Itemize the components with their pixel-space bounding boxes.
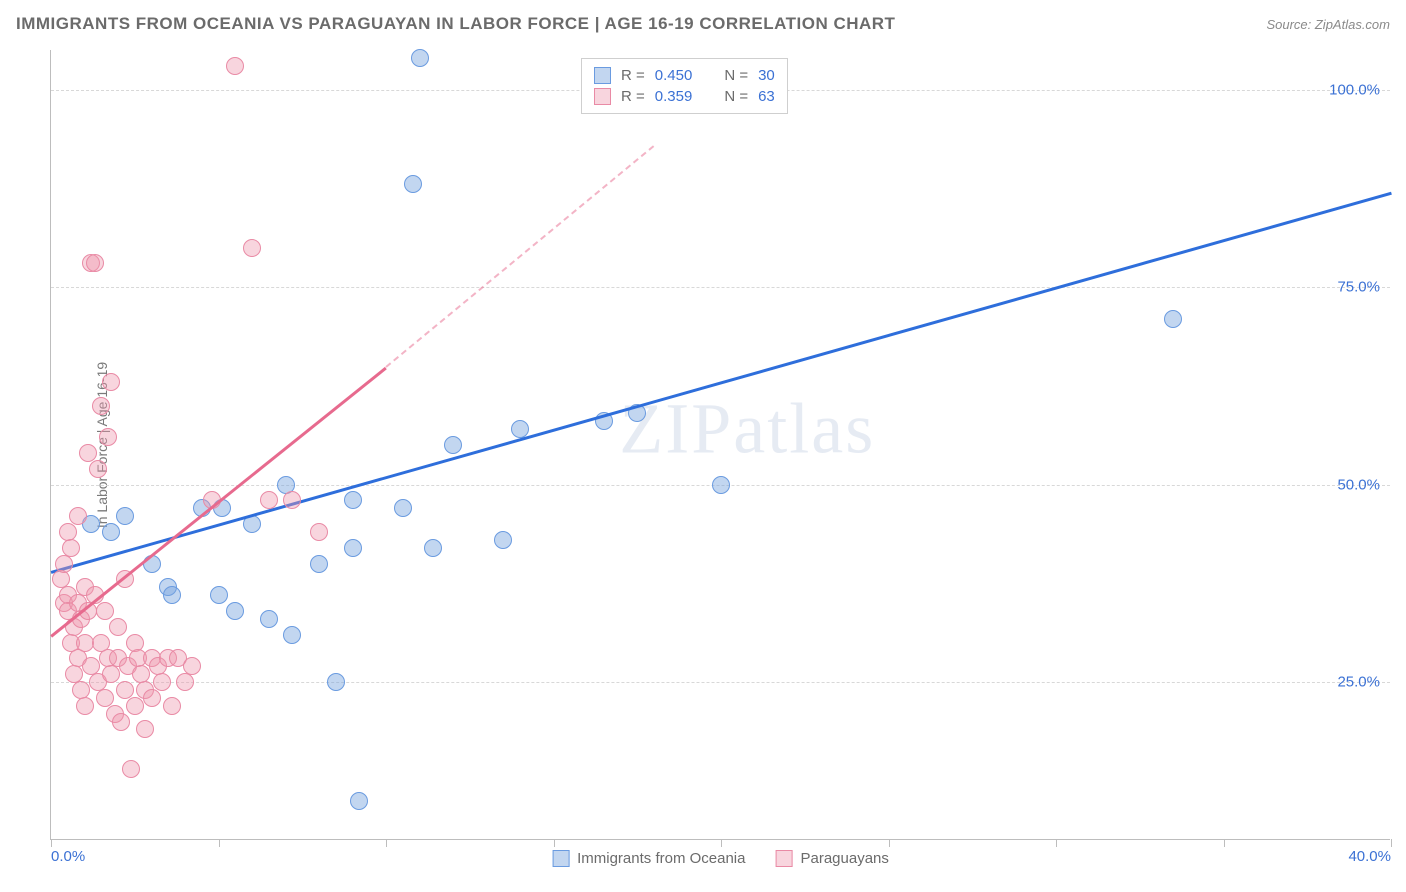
data-point [112,713,130,731]
series-legend: Immigrants from Oceania Paraguayans [552,850,889,867]
legend-item: Immigrants from Oceania [552,850,745,867]
x-tick [1224,839,1225,847]
data-point [69,507,87,525]
r-value: 0.359 [655,88,693,105]
data-point [226,57,244,75]
data-point [404,175,422,193]
n-value: 63 [758,88,775,105]
data-point [344,539,362,557]
data-point [210,586,228,604]
legend-label: Paraguayans [800,850,888,867]
n-value: 30 [758,67,775,84]
r-value: 0.450 [655,67,693,84]
source-attribution: Source: ZipAtlas.com [1266,17,1390,32]
data-point [126,697,144,715]
n-label: N = [724,88,748,105]
trend-line-dashed [385,145,654,368]
x-tick-label: 40.0% [1348,848,1391,865]
legend-swatch [594,88,611,105]
data-point [76,697,94,715]
x-tick [889,839,890,847]
legend-row: R = 0.450 N = 30 [594,65,775,86]
data-point [444,436,462,454]
data-point [122,760,140,778]
correlation-legend: R = 0.450 N = 30 R = 0.359 N = 63 [581,58,788,114]
y-tick-label: 100.0% [1329,81,1380,98]
data-point [310,523,328,541]
data-point [143,689,161,707]
data-point [102,665,120,683]
data-point [99,428,117,446]
legend-swatch [594,67,611,84]
data-point [136,720,154,738]
data-point [283,491,301,509]
data-point [243,239,261,257]
data-point [327,673,345,691]
r-label: R = [621,67,645,84]
data-point [310,555,328,573]
data-point [176,673,194,691]
y-tick-label: 50.0% [1337,476,1380,493]
data-point [344,491,362,509]
data-point [76,634,94,652]
legend-row: R = 0.359 N = 63 [594,86,775,107]
data-point [163,697,181,715]
data-point [109,618,127,636]
data-point [89,460,107,478]
data-point [1164,310,1182,328]
y-tick-label: 25.0% [1337,674,1380,691]
data-point [226,602,244,620]
x-tick [1056,839,1057,847]
header: IMMIGRANTS FROM OCEANIA VS PARAGUAYAN IN… [16,14,1390,34]
data-point [494,531,512,549]
data-point [283,626,301,644]
chart-title: IMMIGRANTS FROM OCEANIA VS PARAGUAYAN IN… [16,14,895,34]
data-point [86,254,104,272]
n-label: N = [724,67,748,84]
gridline [51,287,1390,288]
data-point [96,602,114,620]
x-tick-label: 0.0% [51,848,85,865]
data-point [153,673,171,691]
chart-container: In Labor Force | Age 16-19 ZIPatlas 25.0… [50,50,1390,840]
data-point [163,586,181,604]
x-tick [386,839,387,847]
r-label: R = [621,88,645,105]
data-point [394,499,412,517]
data-point [424,539,442,557]
data-point [260,491,278,509]
data-point [260,610,278,628]
x-tick [219,839,220,847]
legend-label: Immigrants from Oceania [577,850,745,867]
data-point [102,523,120,541]
data-point [411,49,429,67]
legend-swatch [775,850,792,867]
data-point [350,792,368,810]
data-point [92,397,110,415]
data-point [62,539,80,557]
y-tick-label: 75.0% [1337,279,1380,296]
data-point [116,507,134,525]
gridline [51,682,1390,683]
data-point [183,657,201,675]
legend-item: Paraguayans [775,850,888,867]
x-tick [1391,839,1392,847]
x-tick [721,839,722,847]
data-point [55,555,73,573]
legend-swatch [552,850,569,867]
data-point [102,373,120,391]
data-point [712,476,730,494]
x-tick [554,839,555,847]
x-tick [51,839,52,847]
plot-area: In Labor Force | Age 16-19 ZIPatlas 25.0… [50,50,1390,840]
